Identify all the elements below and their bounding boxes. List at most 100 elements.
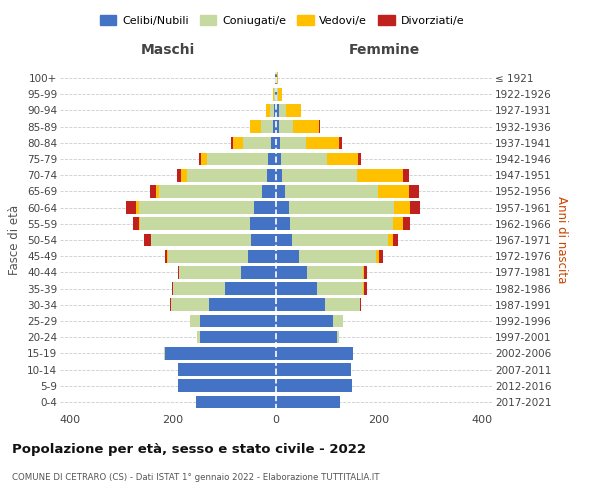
Bar	[200, 314, 276, 328]
Bar	[292, 234, 388, 246]
Bar	[276, 218, 290, 230]
Bar	[276, 282, 317, 295]
Bar	[276, 88, 277, 101]
Bar	[224, 282, 276, 295]
Bar	[290, 218, 393, 230]
Bar	[280, 136, 306, 149]
Bar	[276, 120, 278, 133]
Bar	[276, 396, 340, 408]
Bar	[307, 266, 364, 278]
Bar	[190, 314, 200, 328]
Bar	[299, 250, 376, 262]
Bar	[202, 152, 206, 166]
Bar	[332, 314, 343, 328]
Bar	[339, 136, 342, 149]
Bar	[328, 152, 358, 166]
Bar	[199, 152, 202, 166]
Bar	[276, 331, 337, 344]
Bar	[170, 298, 209, 311]
Bar	[271, 136, 276, 149]
Text: COMUNE DI CETRARO (CS) - Dati ISTAT 1° gennaio 2022 - Elaborazione TUTTITALIA.IT: COMUNE DI CETRARO (CS) - Dati ISTAT 1° g…	[12, 472, 380, 482]
Bar	[251, 234, 276, 246]
Bar	[231, 136, 233, 149]
Bar	[233, 136, 242, 149]
Bar	[378, 185, 409, 198]
Bar	[403, 169, 409, 181]
Bar	[278, 104, 286, 117]
Bar	[276, 169, 282, 181]
Bar	[278, 120, 293, 133]
Bar	[140, 218, 250, 230]
Bar	[282, 169, 357, 181]
Bar	[276, 152, 281, 166]
Bar	[165, 250, 167, 262]
Bar	[276, 250, 299, 262]
Bar	[136, 202, 139, 214]
Bar	[250, 120, 260, 133]
Bar	[164, 347, 166, 360]
Bar	[376, 250, 379, 262]
Bar	[209, 298, 276, 311]
Bar	[276, 363, 350, 376]
Bar	[268, 152, 276, 166]
Bar	[260, 120, 274, 133]
Bar	[159, 185, 262, 198]
Bar	[196, 396, 276, 408]
Bar	[262, 185, 276, 198]
Bar	[357, 169, 403, 181]
Bar	[177, 169, 181, 181]
Bar	[403, 218, 410, 230]
Bar	[266, 104, 271, 117]
Bar	[394, 202, 410, 214]
Bar	[271, 104, 274, 117]
Bar	[274, 104, 276, 117]
Bar	[325, 298, 360, 311]
Bar	[276, 380, 352, 392]
Bar	[306, 136, 339, 149]
Bar	[317, 282, 364, 295]
Bar	[276, 202, 289, 214]
Bar	[151, 234, 251, 246]
Bar	[179, 266, 241, 278]
Bar	[337, 331, 339, 344]
Text: Femmine: Femmine	[349, 43, 419, 57]
Bar	[281, 152, 328, 166]
Bar	[178, 363, 276, 376]
Bar	[178, 380, 276, 392]
Bar	[276, 314, 332, 328]
Bar	[276, 347, 353, 360]
Bar	[393, 218, 403, 230]
Bar	[254, 202, 276, 214]
Bar	[274, 88, 275, 101]
Bar	[133, 218, 139, 230]
Bar	[172, 282, 173, 295]
Bar	[200, 331, 276, 344]
Text: Popolazione per età, sesso e stato civile - 2022: Popolazione per età, sesso e stato civil…	[12, 442, 366, 456]
Bar	[285, 185, 378, 198]
Bar	[168, 250, 248, 262]
Bar	[274, 120, 276, 133]
Bar	[150, 185, 156, 198]
Bar	[278, 88, 282, 101]
Bar	[410, 202, 420, 214]
Bar	[267, 169, 276, 181]
Bar	[276, 185, 285, 198]
Bar	[145, 234, 151, 246]
Bar	[388, 234, 393, 246]
Bar	[277, 72, 278, 85]
Bar	[139, 202, 254, 214]
Bar	[409, 185, 419, 198]
Y-axis label: Fasce di età: Fasce di età	[8, 205, 22, 275]
Bar	[277, 88, 278, 101]
Bar	[273, 88, 274, 101]
Text: Maschi: Maschi	[141, 43, 195, 57]
Bar	[379, 250, 383, 262]
Bar	[206, 152, 268, 166]
Bar	[276, 136, 280, 149]
Bar	[166, 347, 276, 360]
Bar	[187, 169, 267, 181]
Bar	[178, 266, 179, 278]
Bar	[126, 202, 136, 214]
Bar	[173, 282, 224, 295]
Bar	[364, 266, 367, 278]
